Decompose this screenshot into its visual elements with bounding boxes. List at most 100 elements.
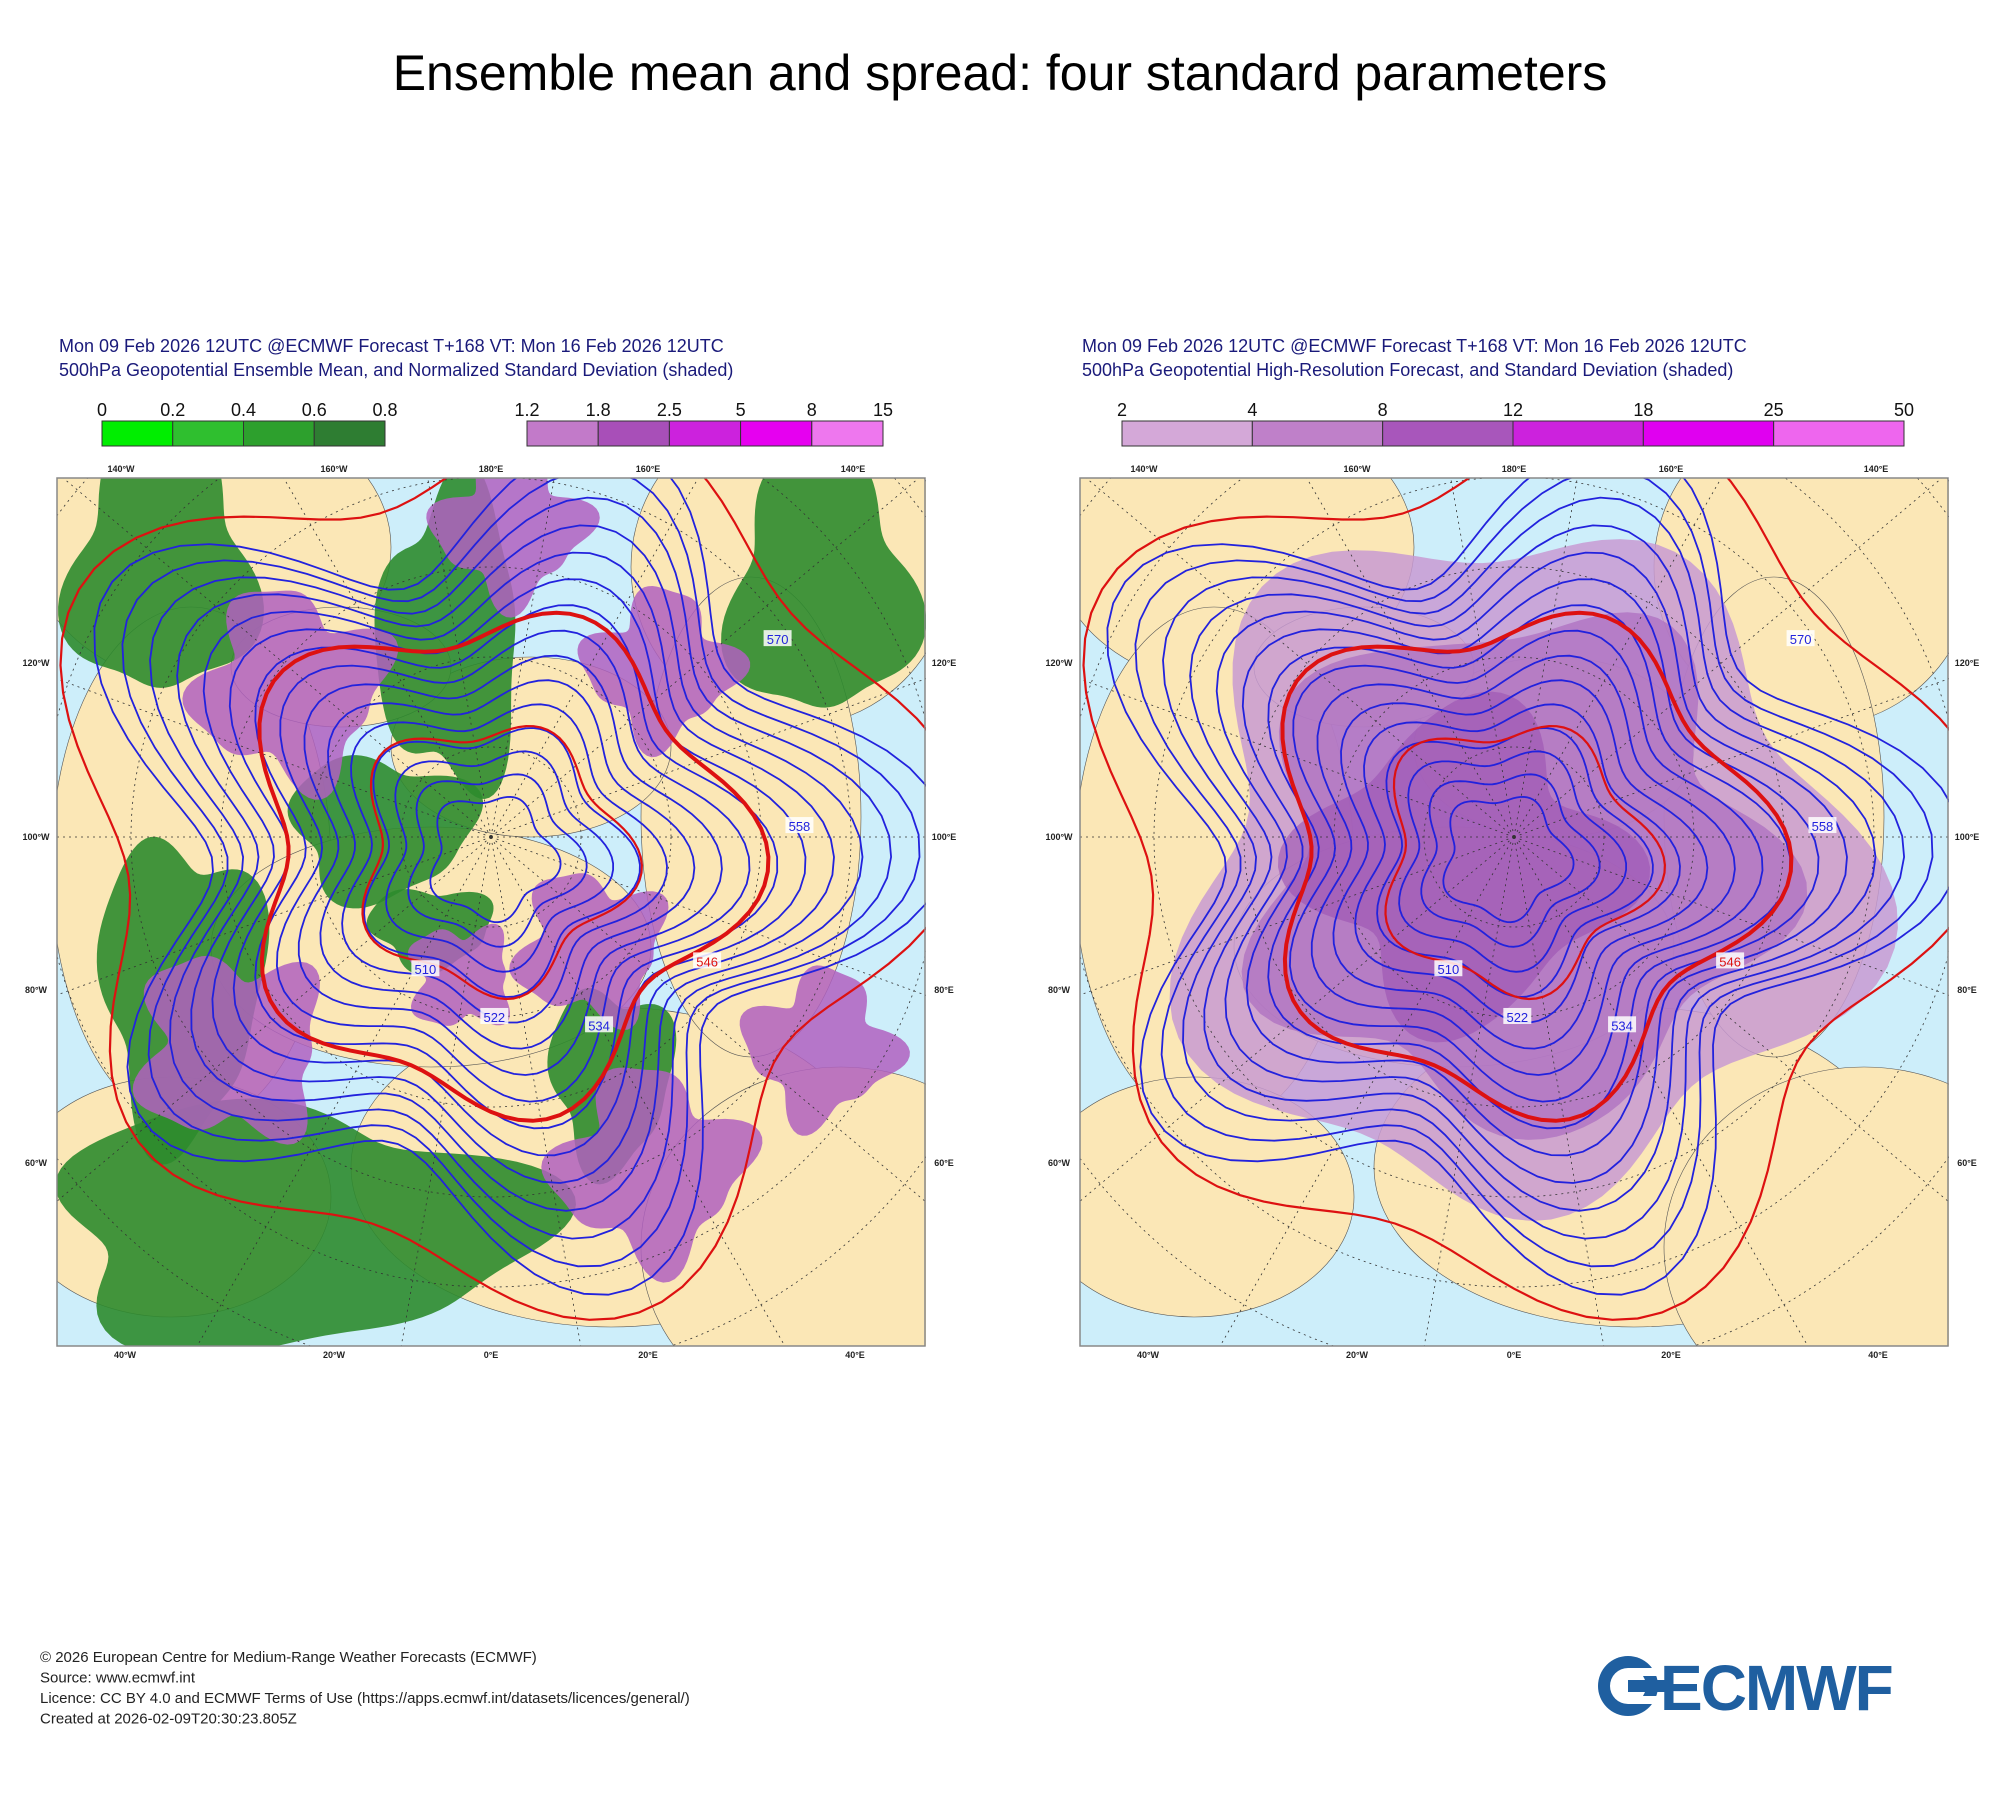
lon-label: 60°W — [1048, 1158, 1071, 1168]
shading-purple — [182, 590, 398, 800]
lon-label: 80°W — [25, 985, 48, 995]
contour-red — [1384, 724, 1667, 1001]
graticule — [490, 836, 926, 1203]
colorbar-tick-label: 5 — [736, 400, 746, 420]
graticule — [1085, 478, 1515, 838]
lon-label: 80°E — [934, 985, 954, 995]
shading-purple — [541, 1067, 763, 1283]
contour-label: 570 — [767, 632, 789, 647]
lon-label: 120°W — [22, 658, 50, 668]
colorbar-swatch — [811, 420, 884, 447]
colorbar-swatch — [1512, 420, 1644, 447]
graticule — [1513, 836, 1809, 1346]
contour-blue — [1241, 578, 1820, 1157]
lon-label: 180°E — [479, 464, 504, 474]
contour-label-bg — [693, 952, 722, 969]
contour-blue — [1332, 679, 1709, 1050]
lon-label: 160°E — [1659, 464, 1684, 474]
contour-blue — [429, 795, 562, 924]
colorbar-swatch — [740, 420, 813, 447]
graticule — [1306, 478, 1515, 838]
graticule — [490, 836, 582, 1346]
contour-label: 510 — [415, 962, 437, 977]
lon-label: 80°E — [1957, 985, 1977, 995]
contour-red — [257, 610, 771, 1123]
colorbar-swatch — [1773, 420, 1905, 447]
contour-blue — [202, 551, 835, 1184]
lon-label: 140°E — [841, 464, 866, 474]
colorbar-tick-label: 8 — [807, 400, 817, 420]
graticule — [490, 478, 920, 838]
contour-label: 558 — [789, 819, 811, 834]
contour-label-bg — [411, 960, 440, 977]
lon-label: 100°E — [932, 832, 957, 842]
lon-label: 20°E — [1661, 1350, 1681, 1360]
colorbar-tick-label: 1.8 — [586, 400, 611, 420]
shading-purple — [407, 923, 510, 1026]
colorbar-swatch — [1382, 420, 1514, 447]
graticule — [400, 836, 492, 1346]
contour-label: 534 — [1611, 1018, 1633, 1033]
lon-label: 100°E — [1955, 832, 1980, 842]
colorbar-tick-label: 12 — [1503, 400, 1523, 420]
lon-label: 140°W — [1130, 464, 1158, 474]
contour-label: 510 — [1438, 962, 1460, 977]
panel-header: Mon 09 Feb 2026 12UTC @ECMWF Forecast T+… — [59, 336, 724, 356]
contour-blue — [341, 703, 668, 1024]
lon-label: 20°W — [1346, 1350, 1369, 1360]
contour-blue — [93, 478, 926, 1296]
contour-blue — [1106, 478, 1949, 1296]
lon-label: 40°W — [1137, 1350, 1160, 1360]
map-frame — [1079, 477, 1949, 1347]
lon-label: 40°W — [114, 1350, 137, 1360]
contour-blue — [297, 654, 723, 1076]
graticule — [57, 836, 492, 1202]
panel-header: 500hPa Geopotential High-Resolution Fore… — [1082, 360, 1733, 380]
lon-label: 160°W — [1343, 464, 1371, 474]
graticule — [57, 678, 492, 838]
lon-label: 120°W — [1045, 658, 1073, 668]
lon-label: 60°W — [25, 1158, 48, 1168]
map-frame — [56, 477, 926, 1347]
contour-blue — [1442, 795, 1575, 924]
contour-label: 522 — [483, 1010, 505, 1025]
colorbar-tick-label: 25 — [1764, 400, 1784, 420]
contour-label-bg — [1503, 1007, 1532, 1024]
colorbar-tick-label: 4 — [1247, 400, 1257, 420]
colorbar-tick-label: 8 — [1378, 400, 1388, 420]
lon-label: 60°E — [934, 1158, 954, 1168]
contour-blue — [407, 773, 588, 948]
lon-label: 120°E — [932, 658, 957, 668]
lon-label: 80°W — [1048, 985, 1071, 995]
colorbar-swatch — [243, 420, 315, 447]
contour-red — [361, 724, 644, 1001]
contour-label: 546 — [1719, 954, 1741, 969]
footer-line: Licence: CC BY 4.0 and ECMWF Terms of Us… — [40, 1690, 690, 1707]
lon-label: 60°E — [1957, 1158, 1977, 1168]
graticule — [1450, 478, 1515, 838]
lon-label: 180°E — [1502, 464, 1527, 474]
contour-blue — [1354, 703, 1681, 1024]
colorbar-swatch — [101, 420, 174, 447]
contour-blue — [1420, 773, 1601, 948]
colorbar-swatch — [1121, 420, 1253, 447]
contour-label-bg — [1434, 960, 1463, 977]
contour-label: 558 — [1812, 819, 1834, 834]
logo: ECMWF — [1598, 1652, 1894, 1724]
land — [1663, 1066, 1949, 1346]
contour-label-bg — [763, 630, 792, 647]
colorbar-tick-label: 1.2 — [514, 400, 539, 420]
shading-green — [57, 1098, 576, 1346]
contour-blue — [1376, 727, 1654, 998]
contour-label: 546 — [696, 954, 718, 969]
contour-red — [1082, 478, 1949, 1321]
page-title: Ensemble mean and spread: four standard … — [393, 45, 1608, 101]
contour-blue — [1215, 551, 1848, 1184]
lon-label: 40°E — [845, 1350, 865, 1360]
contour-red — [59, 478, 926, 1321]
contour-label-bg — [1786, 630, 1815, 647]
logo-text: ECMWF — [1660, 1652, 1892, 1724]
graticule — [57, 836, 492, 996]
